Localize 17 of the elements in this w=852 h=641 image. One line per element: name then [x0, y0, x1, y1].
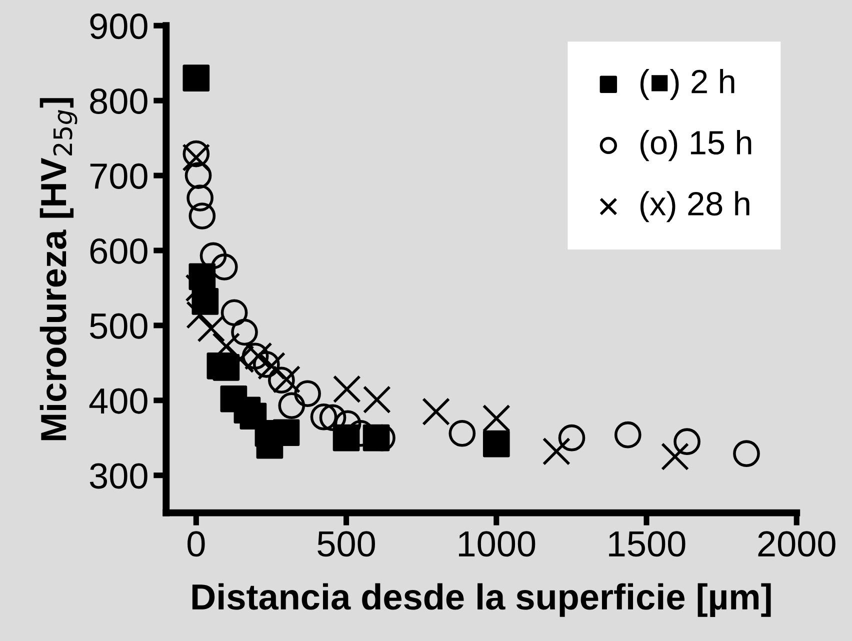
y-axis-title: Microdureza [HV$_{25g}$] — [40, 98, 78, 440]
y-tick-label: 400 — [89, 388, 148, 414]
x-tick-label: 1000 — [458, 531, 536, 557]
x-tick-label: 0 — [188, 531, 205, 557]
y-tick-label: 600 — [90, 238, 148, 264]
y-tick-label: 500 — [90, 313, 148, 339]
x-tick-label: 500 — [318, 531, 375, 557]
legend-label: (o) 15 h — [640, 130, 752, 162]
legend-label: (■) 2 h — [640, 68, 734, 100]
x-tick-label: 1500 — [609, 531, 686, 557]
x-axis-title: Distancia desde la superficie [µm] — [192, 583, 771, 617]
legend-label: (x) 28 h — [640, 191, 750, 222]
y-tick-label: 900 — [90, 14, 148, 40]
y-tick-label: 800 — [90, 88, 148, 114]
y-tick-label: 700 — [90, 163, 148, 189]
x-tick-label: 2000 — [758, 531, 836, 557]
y-tick-label: 300 — [90, 463, 148, 489]
